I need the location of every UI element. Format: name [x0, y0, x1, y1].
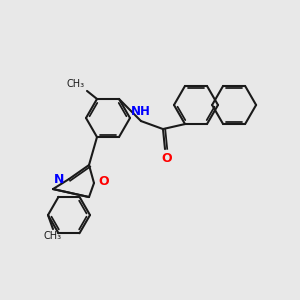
Text: NH: NH	[131, 105, 151, 118]
Text: N: N	[54, 172, 64, 186]
Text: CH₃: CH₃	[67, 79, 85, 89]
Text: O: O	[98, 175, 109, 188]
Text: O: O	[162, 152, 172, 165]
Text: CH₃: CH₃	[44, 231, 62, 241]
